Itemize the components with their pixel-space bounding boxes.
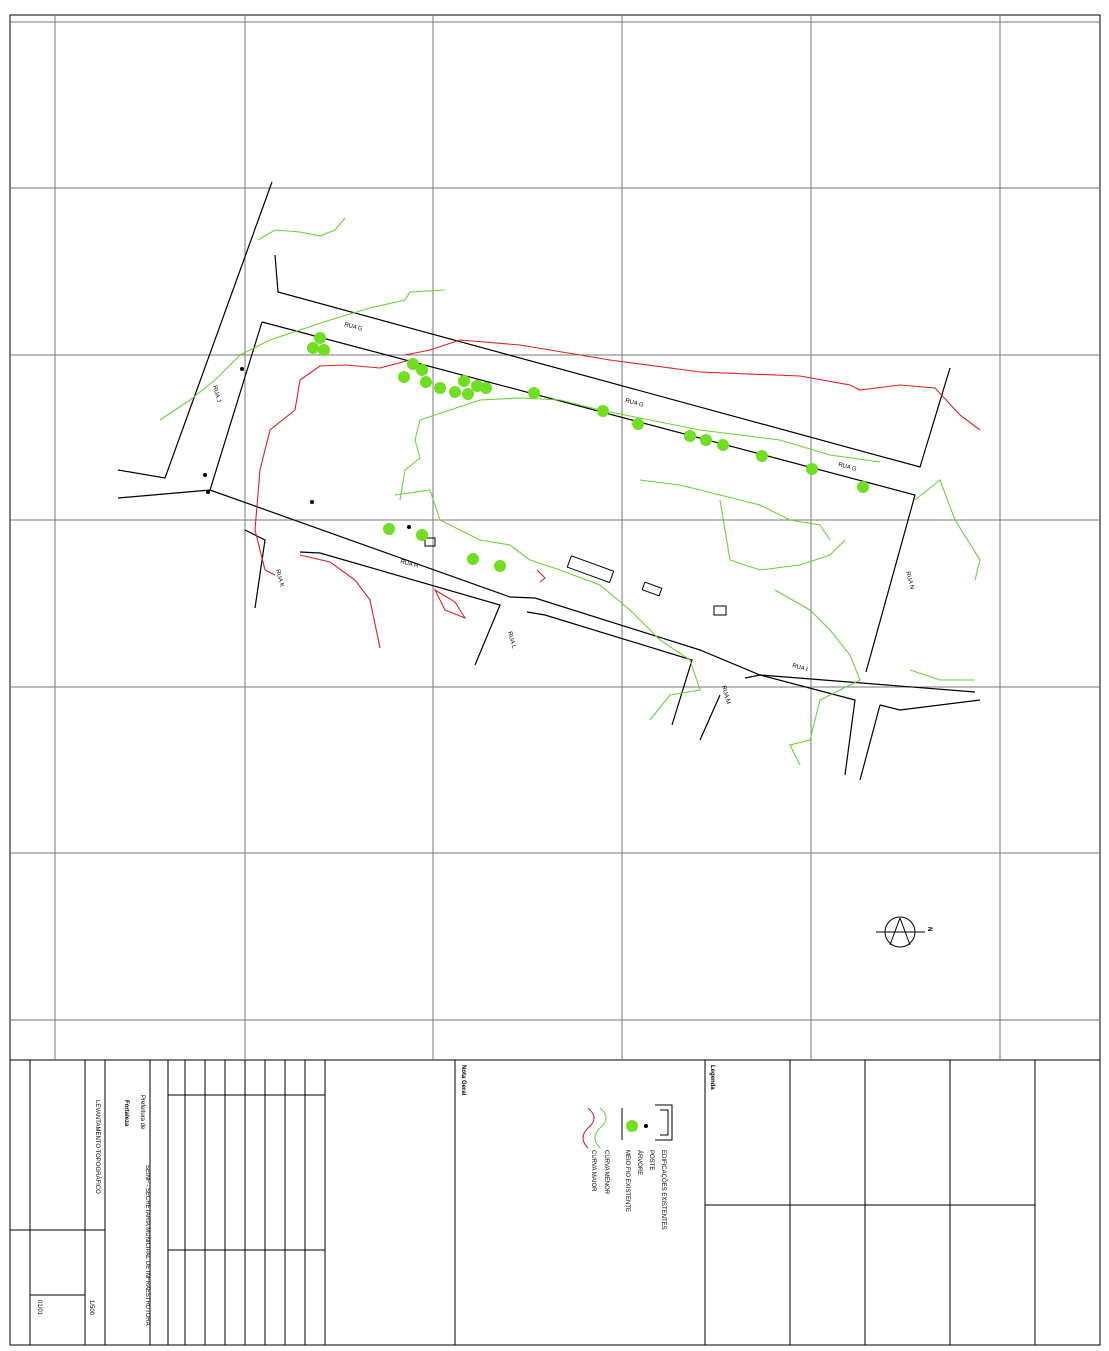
title-block-text: Prefeitura de Fortaleza SEINF - SECRETAR…: [36, 1065, 466, 1326]
contours: [159, 217, 981, 766]
street-label: RUA L: [506, 631, 516, 650]
legend-item: MEIO FIO EXISTENTE: [624, 1150, 630, 1212]
legend-item: CURVA MENOR: [603, 1150, 609, 1195]
department: SEINF - SECRETARIA MUNICIPAL DE INFRAEST…: [144, 1165, 150, 1326]
coordinate-grid: [10, 15, 1100, 1060]
sheet: 01/01: [36, 1300, 42, 1316]
street-label: RUA I: [791, 663, 808, 673]
street-label: RUA J: [211, 385, 221, 403]
legend-item: EDIFICAÇÕES EXISTENTES: [660, 1150, 667, 1230]
street-label: RUA H: [399, 559, 418, 570]
scale: 1/500: [88, 1300, 94, 1316]
frame: [9, 14, 1101, 1346]
legend-title: Legenda: [709, 1065, 715, 1090]
street-label: RUA G: [343, 322, 363, 333]
north-arrow: N: [876, 916, 932, 948]
street-label: RUA M: [720, 685, 731, 705]
legend-item: POSTE: [648, 1150, 654, 1170]
north-label: N: [926, 927, 932, 931]
street-labels: RUA G RUA G RUA G RUA H RUA I RUA J RUA …: [211, 322, 915, 705]
trees: [203, 332, 869, 572]
streets: [117, 181, 981, 781]
section-label: Nota Geral: [460, 1065, 466, 1096]
legend-item: CURVA MAIOR: [590, 1150, 596, 1192]
street-label: RUA K: [274, 569, 284, 588]
title-block: [10, 1060, 1036, 1345]
city: Fortaleza: [123, 1100, 129, 1127]
city-prefix: Prefeitura de: [139, 1095, 145, 1130]
project: LEVANTAMENTO TOPOGRÁFICO: [94, 1100, 101, 1194]
street-label: RUA N: [904, 571, 915, 590]
legend: Legenda EDIFICAÇÕES EXISTENTES POSTE ÁRV…: [582, 1065, 715, 1230]
street-label: RUA G: [624, 398, 644, 409]
legend-item: ÁRVORE: [636, 1150, 643, 1175]
street-label: RUA G: [837, 462, 857, 473]
